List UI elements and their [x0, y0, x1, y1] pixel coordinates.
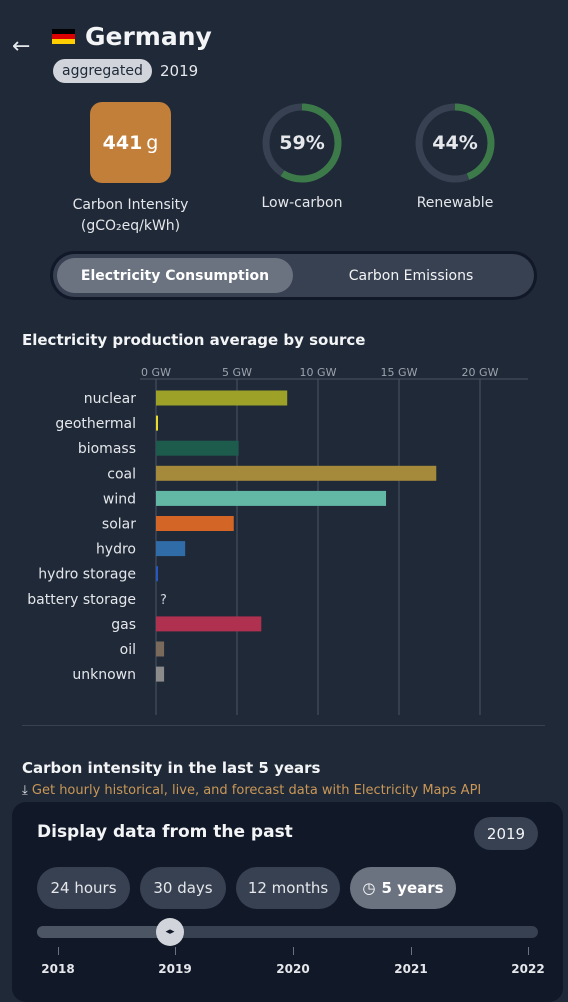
download-icon: ⤓ — [22, 783, 28, 798]
aggregated-badge: aggregated — [53, 59, 152, 83]
slider-tick — [293, 947, 294, 955]
range-5-years-label: 5 years — [381, 879, 444, 897]
category-label: unknown — [72, 667, 136, 683]
back-arrow-icon[interactable]: ← — [12, 34, 31, 59]
renewable-label: Renewable — [416, 195, 494, 211]
bar — [156, 541, 186, 557]
bar — [156, 465, 437, 481]
category-label: coal — [107, 466, 136, 482]
api-link[interactable]: ⤓ Get hourly historical, live, and forec… — [22, 783, 481, 798]
category-label: oil — [120, 642, 136, 658]
production-bar-chart: 0 GW 5 GW 10 GW 15 GW 20 GW nuclear geothermal… — [27, 366, 528, 715]
x-tick-label: 10 GW — [300, 366, 337, 379]
category-label: gas — [111, 617, 136, 633]
consumption-emissions-toggle: Electricity Consumption Carbon Emissions — [53, 254, 534, 297]
carbon-intensity-label: Carbon Intensity (gCO₂eq/kWh) — [60, 195, 201, 237]
x-tick-label: 20 GW — [462, 366, 499, 379]
production-chart-title: Electricity production average by source — [22, 331, 366, 349]
low-carbon-ring — [262, 103, 342, 183]
slider-year-label: 2018 — [41, 962, 75, 976]
bar — [156, 566, 158, 582]
germany-flag-icon — [52, 29, 75, 44]
slider-year-label: 2020 — [276, 962, 310, 976]
low-carbon-ring-fill — [262, 103, 342, 183]
bar — [156, 440, 239, 456]
category-label: solar — [102, 517, 136, 533]
slider-tick — [528, 947, 529, 955]
slider-year-label: 2021 — [394, 962, 428, 976]
range-12-months-button[interactable]: 12 months — [236, 867, 340, 909]
carbon-intensity-label-line2: (gCO₂eq/kWh) — [80, 218, 181, 234]
electricity-consumption-tab[interactable]: Electricity Consumption — [57, 258, 293, 293]
category-label: geothermal — [55, 416, 136, 432]
year-slider-fill — [37, 926, 170, 938]
carbon-intensity-box: 441 g — [90, 102, 171, 183]
bar — [156, 516, 234, 531]
low-carbon-label: Low-carbon — [261, 195, 343, 211]
x-tick-label: 5 GW — [222, 366, 252, 379]
slider-tick — [411, 947, 412, 955]
slider-year-label: 2019 — [158, 962, 192, 976]
renewable-ring-fill — [415, 103, 495, 183]
category-label: battery storage — [27, 592, 136, 608]
carbon-emissions-tab[interactable]: Carbon Emissions — [348, 267, 474, 284]
category-label: biomass — [78, 441, 136, 457]
bar — [156, 490, 387, 506]
x-tick-label: 15 GW — [381, 366, 418, 379]
slider-year-label: 2022 — [511, 962, 545, 976]
country-name: Germany — [85, 22, 212, 51]
time-panel-title: Display data from the past — [37, 822, 293, 842]
unknown-value-marker: ? — [160, 593, 167, 608]
header-year: 2019 — [160, 62, 199, 80]
category-label: hydro — [96, 542, 136, 558]
year-slider-thumb[interactable]: ◂▸ — [156, 918, 184, 946]
range-24-hours-button[interactable]: 24 hours — [37, 867, 130, 909]
category-label: hydro storage — [38, 567, 136, 583]
category-label: nuclear — [84, 391, 137, 407]
bar — [156, 390, 288, 406]
slider-tick — [175, 947, 176, 955]
range-30-days-button[interactable]: 30 days — [140, 867, 226, 909]
bar — [156, 641, 165, 657]
category-label: wind — [103, 491, 136, 507]
range-5-years-button[interactable]: ◷ 5 years — [350, 867, 456, 909]
selected-year-badge[interactable]: 2019 — [474, 817, 538, 850]
bar — [156, 616, 262, 632]
carbon-intensity-label-line1: Carbon Intensity — [72, 197, 189, 213]
low-carbon-percent: 59% — [279, 132, 325, 154]
carbon-intensity-value: 441 — [102, 131, 143, 154]
bar — [156, 666, 165, 682]
api-link-text: Get hourly historical, live, and forecas… — [31, 783, 482, 798]
bar — [156, 415, 158, 431]
history-title: Carbon intensity in the last 5 years — [22, 759, 321, 777]
slider-tick — [58, 947, 59, 955]
renewable-ring — [415, 103, 495, 183]
x-tick-label: 0 GW — [141, 366, 171, 379]
renewable-percent: 44% — [432, 132, 478, 154]
section-divider — [22, 725, 545, 726]
carbon-intensity-unit: g — [146, 131, 159, 154]
clock-icon: ◷ — [362, 879, 376, 897]
